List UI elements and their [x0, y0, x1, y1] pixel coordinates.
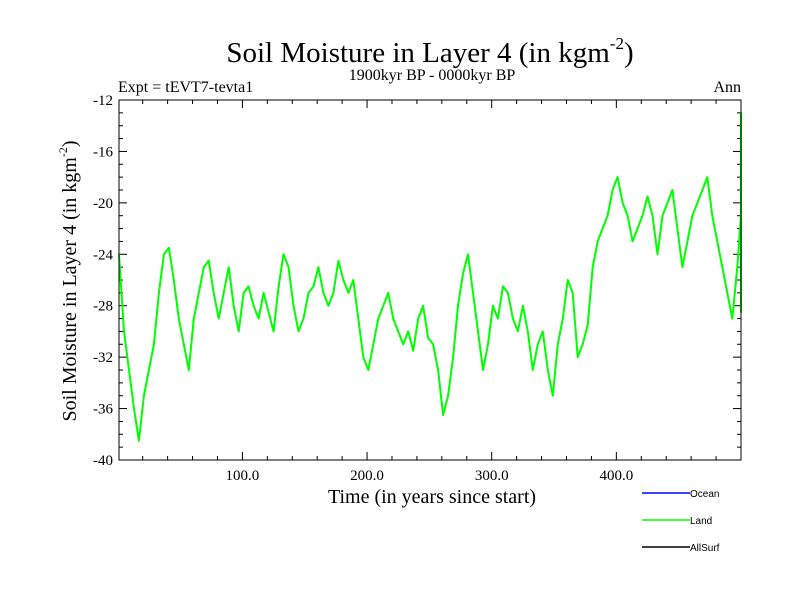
- series-line-land: [118, 111, 742, 442]
- y-tick-label: -40: [93, 453, 113, 469]
- y-tick-label: -12: [93, 93, 113, 109]
- x-tick-label: 200.0: [350, 468, 384, 484]
- subtitle-time-range: 1900kyr BP - 0000kyr BP: [349, 67, 516, 84]
- y-axis-label: Soil Moisture in Layer 4 (in kgm-2): [56, 140, 81, 421]
- x-tick-label: 400.0: [599, 468, 633, 484]
- plot-frame: [118, 99, 742, 461]
- y-tick-label: -36: [93, 402, 113, 418]
- legend: Ocean Land AllSurf: [642, 489, 720, 554]
- y-tick-label: -16: [93, 144, 113, 160]
- subtitle-experiment: Expt = tEVT7-tevta1: [118, 79, 253, 96]
- axis-tick-labels: -40 -36 -32 -28 -24 -20 -16 -12 100.0 200.0 300.0 4…: [93, 93, 633, 484]
- x-tick-label: 100.0: [226, 468, 260, 484]
- legend-item-allsurf: AllSurf: [642, 543, 720, 554]
- legend-label: Land: [690, 516, 712, 527]
- y-tick-label: -28: [93, 299, 113, 315]
- legend-item-ocean: Ocean: [642, 489, 719, 500]
- legend-label: AllSurf: [690, 543, 720, 554]
- legend-item-land: Land: [642, 516, 712, 527]
- y-tick-label: -24: [93, 247, 113, 263]
- x-axis-label: Time (in years since start): [328, 486, 536, 508]
- y-tick-label: -32: [93, 350, 113, 366]
- y-tick-label: -20: [93, 196, 113, 212]
- legend-label: Ocean: [690, 489, 719, 500]
- subtitle-season: Ann: [713, 79, 741, 96]
- data-series: [118, 111, 742, 442]
- x-tick-label: 300.0: [475, 468, 509, 484]
- chart-title: Soil Moisture in Layer 4 (in kgm-2): [226, 34, 633, 69]
